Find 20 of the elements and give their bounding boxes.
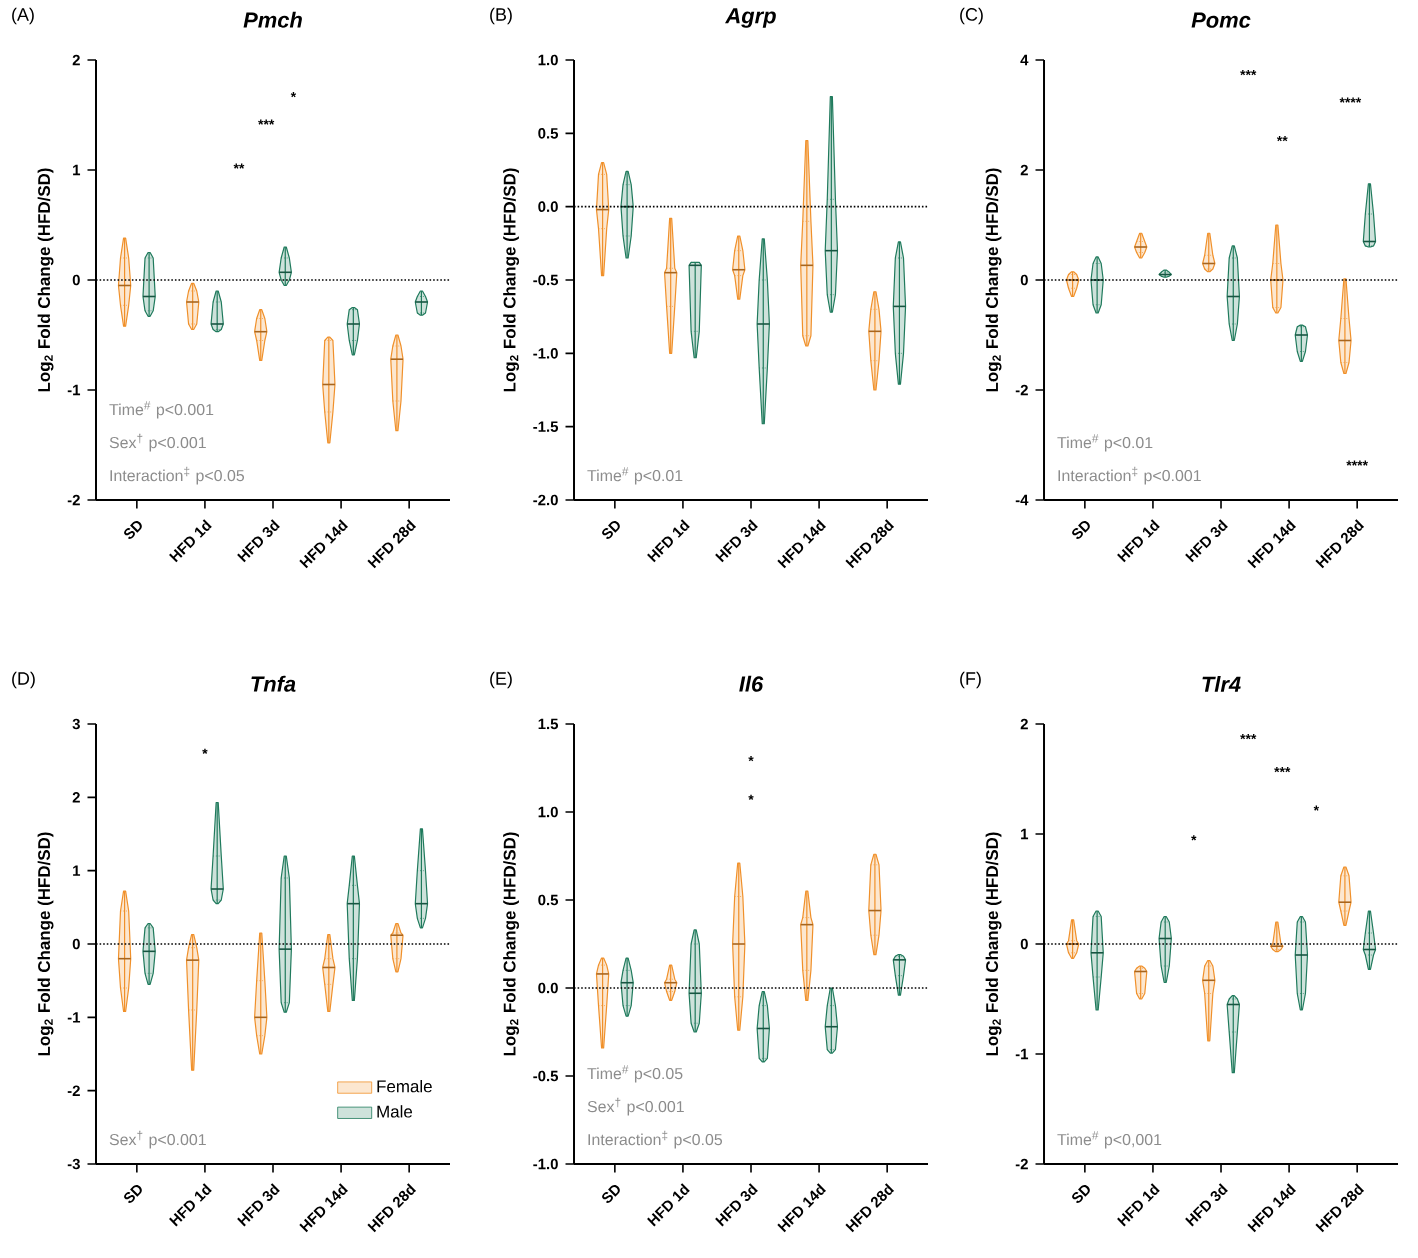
text: (D) [12, 671, 35, 689]
chart-title: Tlr4 [1202, 675, 1241, 692]
y-axis-title: Log$_{2}$ Fold Change (HFD/SD) [37, 168, 54, 392]
y-axis-title: Log$_{2}$ Fold Change (HFD/SD) [37, 832, 54, 1056]
text: (F) [960, 671, 981, 689]
y-axis-title: Log$_{2}$ Fold Change (HFD/SD) [503, 168, 520, 392]
chart-title: Pmch [243, 11, 302, 28]
text: (C) [960, 7, 983, 25]
text: (A) [12, 7, 34, 25]
legend-label: Female [377, 1079, 432, 1093]
chart-title: Agrp [725, 8, 776, 28]
legend-label: Male [377, 1105, 413, 1118]
y-axis-title: Log$_{2}$ Fold Change (HFD/SD) [985, 168, 1002, 392]
chart-title: Il6 [739, 675, 764, 692]
text: (B) [490, 7, 512, 25]
y-axis-title: Log$_{2}$ Fold Change (HFD/SD) [985, 832, 1002, 1056]
chart-title: Tnfa [251, 675, 296, 692]
y-axis-title: Log$_{2}$ Fold Change (HFD/SD) [503, 832, 520, 1056]
chart-title: Pomc [1191, 12, 1251, 28]
text: (E) [490, 671, 512, 689]
